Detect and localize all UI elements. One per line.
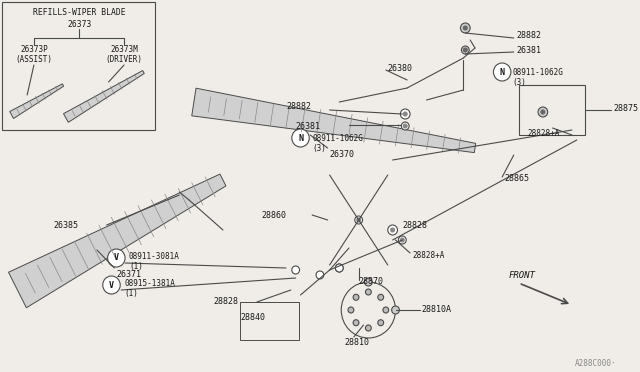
Text: A288C000·: A288C000· (575, 359, 616, 368)
Text: 28828+A: 28828+A (527, 128, 560, 138)
Circle shape (401, 238, 404, 242)
Text: 26385: 26385 (53, 221, 78, 230)
Text: 28828: 28828 (213, 298, 238, 307)
Text: 26370: 26370 (330, 150, 355, 159)
Text: (3): (3) (513, 78, 527, 87)
Text: (DRIVER): (DRIVER) (106, 55, 143, 64)
Circle shape (463, 26, 467, 30)
Circle shape (541, 110, 545, 114)
Circle shape (461, 46, 469, 54)
Circle shape (353, 320, 359, 326)
Circle shape (460, 23, 470, 33)
Text: 28828: 28828 (403, 221, 428, 230)
Circle shape (292, 129, 309, 147)
Text: (3): (3) (312, 144, 326, 153)
Text: 08911-3081A: 08911-3081A (129, 252, 180, 261)
Text: 26373: 26373 (67, 20, 92, 29)
Circle shape (348, 307, 354, 313)
Text: 28810A: 28810A (422, 305, 452, 314)
Circle shape (292, 266, 300, 274)
Circle shape (337, 266, 341, 270)
Circle shape (365, 325, 371, 331)
Circle shape (378, 320, 383, 326)
Circle shape (392, 306, 399, 314)
Circle shape (463, 48, 467, 52)
Circle shape (538, 107, 548, 117)
Polygon shape (10, 84, 63, 118)
Bar (241, 302, 299, 340)
Text: 26380: 26380 (388, 64, 413, 73)
Circle shape (353, 294, 359, 300)
Circle shape (401, 109, 410, 119)
Circle shape (378, 294, 383, 300)
Circle shape (335, 264, 343, 272)
Circle shape (365, 289, 371, 295)
Polygon shape (8, 174, 226, 308)
Circle shape (401, 122, 409, 130)
Circle shape (316, 271, 324, 279)
Text: REFILLS-WIPER BLADE: REFILLS-WIPER BLADE (33, 8, 126, 17)
Circle shape (399, 236, 406, 244)
Circle shape (390, 228, 394, 232)
Text: 28865: 28865 (504, 173, 529, 183)
Circle shape (108, 249, 125, 267)
Text: 28882: 28882 (516, 31, 541, 39)
Text: N: N (500, 67, 505, 77)
Text: V: V (109, 280, 114, 289)
Bar (2, 2, 155, 130)
Circle shape (103, 276, 120, 294)
Text: 08915-1381A: 08915-1381A (124, 279, 175, 288)
Bar (518, 85, 584, 135)
Text: N: N (298, 134, 303, 142)
Circle shape (403, 124, 407, 128)
Text: FRONT: FRONT (509, 270, 536, 279)
Text: (ASSIST): (ASSIST) (15, 55, 52, 64)
Text: 26371: 26371 (116, 270, 141, 279)
Text: 08911-1062G: 08911-1062G (312, 134, 363, 143)
Text: 28840: 28840 (241, 314, 266, 323)
Text: 26373P: 26373P (20, 45, 48, 54)
Text: 26373M: 26373M (110, 45, 138, 54)
Circle shape (403, 112, 407, 116)
Circle shape (383, 307, 388, 313)
Circle shape (365, 278, 372, 286)
Text: 28882: 28882 (286, 102, 311, 110)
Circle shape (335, 264, 343, 272)
Text: (1): (1) (124, 289, 138, 298)
Text: 28875: 28875 (614, 103, 639, 112)
Text: 28860: 28860 (262, 211, 287, 219)
Text: 28810: 28810 (344, 338, 369, 347)
Circle shape (388, 225, 397, 235)
Circle shape (356, 218, 360, 222)
Text: 26381: 26381 (516, 45, 541, 55)
Circle shape (493, 63, 511, 81)
Text: 28828+A: 28828+A (412, 250, 444, 260)
Text: 08911-1062G: 08911-1062G (513, 68, 564, 77)
Text: 26381: 26381 (296, 122, 321, 131)
Text: 28870: 28870 (358, 278, 384, 286)
Polygon shape (63, 71, 144, 122)
Text: V: V (114, 253, 119, 263)
Polygon shape (192, 88, 476, 153)
Text: (1): (1) (129, 262, 143, 271)
Circle shape (355, 216, 363, 224)
